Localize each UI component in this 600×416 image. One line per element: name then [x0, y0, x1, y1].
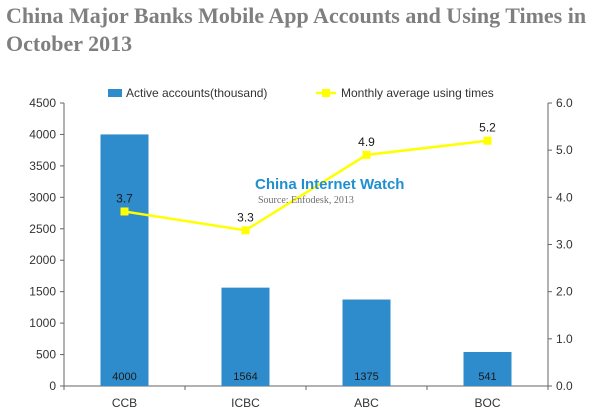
y-right-tick-label: 6.0 [556, 96, 573, 110]
y-right-tick-label: 2.0 [556, 285, 573, 299]
bar [463, 351, 512, 386]
bar-value-label: 541 [478, 371, 496, 383]
legend-marker-line [322, 89, 330, 97]
y-left-tick-label: 3000 [29, 190, 56, 204]
y-left-tick-label: 3500 [29, 159, 56, 173]
x-tick-label: BOC [474, 396, 500, 410]
y-left-tick-label: 0 [49, 379, 56, 393]
y-left-tick-label: 2000 [29, 253, 56, 267]
x-tick-label: ABC [354, 396, 379, 410]
x-tick-label: ICBC [231, 396, 260, 410]
bar-value-label: 1375 [354, 371, 378, 383]
line-value-label: 5.2 [479, 121, 496, 135]
y-right-tick-label: 4.0 [556, 190, 573, 204]
y-left-tick-label: 2500 [29, 222, 56, 236]
bar [221, 287, 270, 386]
watermark-brand: China Internet Watch [255, 176, 404, 193]
line-series [124, 139, 488, 232]
line-value-label: 3.7 [116, 191, 133, 205]
y-right-tick-label: 0.0 [556, 379, 573, 393]
watermark-source: Source: Enfodesk, 2013 [258, 195, 354, 206]
line-point [483, 136, 492, 145]
legend-label-bar: Active accounts(thousand) [126, 86, 267, 100]
bar-value-label: 1564 [233, 371, 257, 383]
y-right-tick-label: 5.0 [556, 143, 573, 157]
y-left-tick-label: 500 [36, 348, 56, 362]
line-value-label: 4.9 [358, 135, 375, 149]
line-point [362, 150, 371, 159]
y-left-tick-label: 4500 [29, 96, 56, 110]
y-left-tick-label: 4000 [29, 127, 56, 141]
y-right-tick-label: 3.0 [556, 238, 573, 252]
x-tick-label: CCB [112, 396, 137, 410]
y-left-tick-label: 1000 [29, 316, 56, 330]
legend-label-line: Monthly average using times [341, 86, 494, 100]
line-value-label: 3.3 [237, 210, 254, 224]
bar-value-label: 4000 [112, 371, 136, 383]
bar [342, 299, 391, 386]
legend-swatch-bar [108, 89, 122, 97]
bar [100, 134, 149, 386]
y-left-tick-label: 1500 [29, 285, 56, 299]
y-right-tick-label: 1.0 [556, 332, 573, 346]
line-point [120, 207, 129, 216]
chart-title: China Major Banks Mobile App Accounts an… [6, 3, 587, 56]
line-point [241, 226, 250, 235]
